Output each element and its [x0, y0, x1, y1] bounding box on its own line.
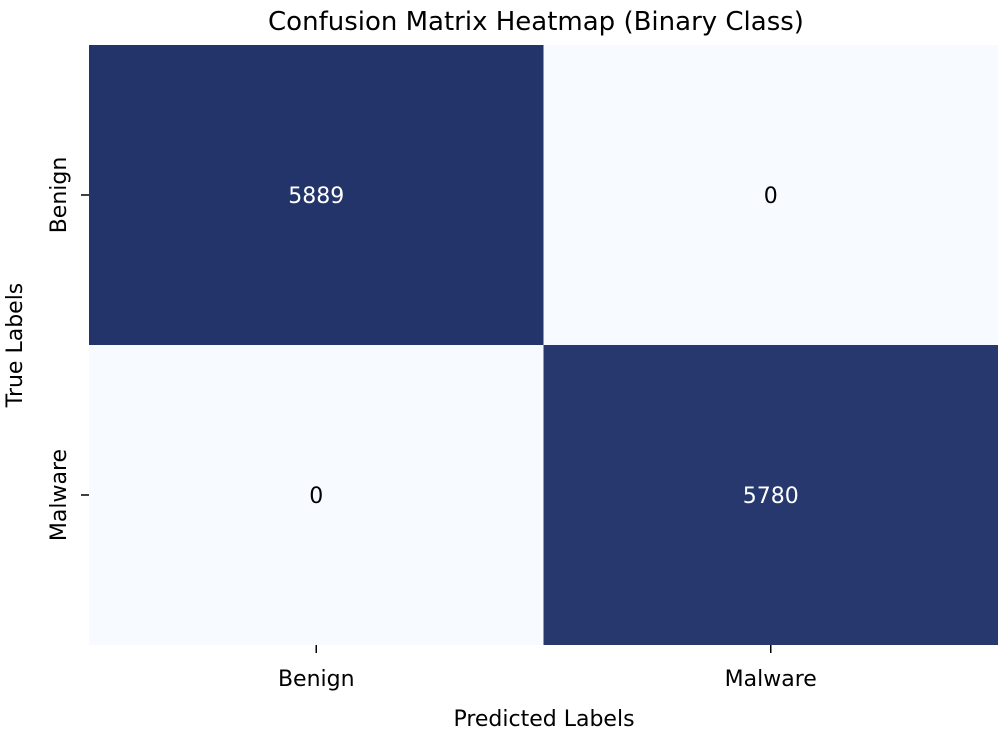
y-tick-label-benign: Benign: [47, 157, 72, 234]
heatmap-cell-malware-benign: [89, 345, 544, 645]
cell-value-malware-malware: 5780: [743, 484, 799, 509]
y-axis-label: True Labels: [3, 283, 28, 409]
cell-value-malware-benign: 0: [309, 484, 323, 509]
x-axis-ticks: Benign Malware: [278, 645, 817, 692]
heatmap-cell-malware-malware: [543, 345, 998, 645]
chart-title: Confusion Matrix Heatmap (Binary Class): [268, 7, 804, 37]
y-tick-label-malware: Malware: [47, 449, 72, 541]
x-axis-label: Predicted Labels: [453, 707, 634, 730]
heatmap-cells: 5889 0 0 5780: [89, 45, 998, 645]
cell-value-benign-benign: 5889: [288, 184, 344, 209]
x-tick-label-malware: Malware: [725, 667, 817, 692]
x-tick-label-benign: Benign: [278, 667, 355, 692]
y-axis-ticks: Benign Malware: [47, 157, 89, 541]
heatmap-cell-benign-malware: [543, 45, 998, 345]
heatmap-cell-benign-benign: [89, 45, 544, 345]
cell-value-benign-malware: 0: [764, 184, 778, 209]
